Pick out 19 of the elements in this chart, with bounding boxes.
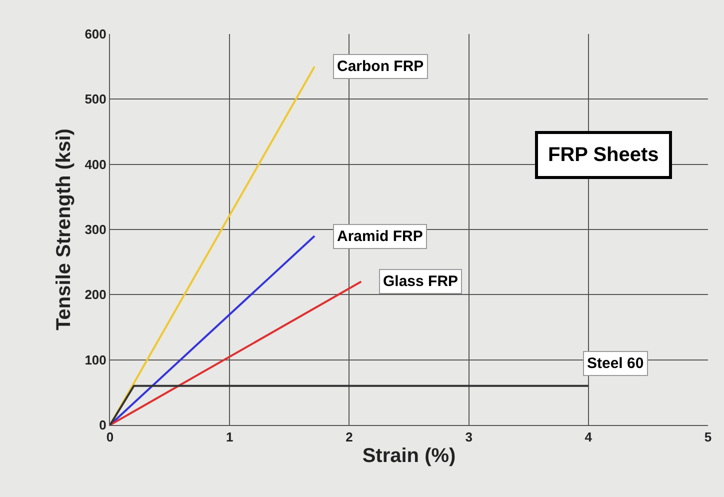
y-tick-label: 300 <box>84 222 106 238</box>
series-label: Aramid FRP <box>337 228 423 245</box>
y-tick-label: 500 <box>84 92 106 107</box>
y-tick-label: 100 <box>84 352 106 368</box>
y-tick-label: 0 <box>99 418 106 433</box>
y-tick-label: 600 <box>84 26 106 42</box>
x-tick-label: 4 <box>584 430 593 445</box>
y-tick-label: 400 <box>84 156 106 172</box>
y-tick-label: 200 <box>84 287 106 302</box>
y-axis-title: Tensile Strength (ksi) <box>53 128 76 330</box>
x-tick-label: 5 <box>704 430 712 445</box>
x-axis-title: Strain (%) <box>362 445 456 468</box>
annotation: FRP Sheets <box>548 144 659 166</box>
series-label: Steel 60 <box>587 355 644 372</box>
series-label: Carbon FRP <box>337 58 424 75</box>
x-tick-label: 1 <box>226 430 234 445</box>
x-tick-label: 2 <box>346 430 353 445</box>
series-label: Glass FRP <box>383 273 458 290</box>
x-tick-label: 3 <box>465 430 472 445</box>
